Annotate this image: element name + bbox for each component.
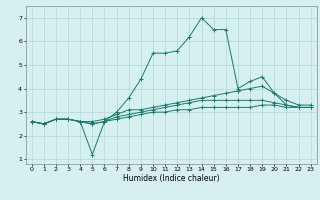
X-axis label: Humidex (Indice chaleur): Humidex (Indice chaleur) (123, 174, 220, 183)
